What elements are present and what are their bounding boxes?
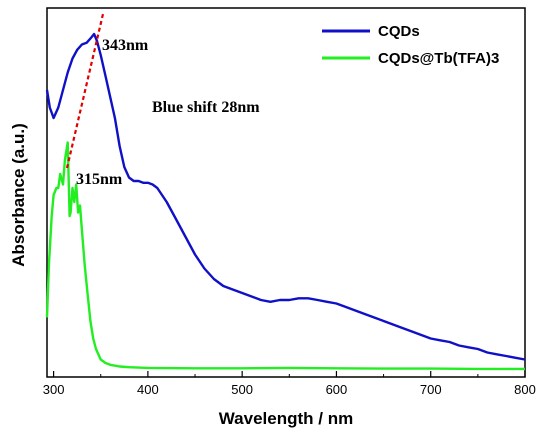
annotation-peak-343: 343nm [102, 37, 149, 54]
x-tick-label-600: 600 [326, 382, 348, 397]
legend-label-cqds-tb: CQDs@Tb(TFA)3 [378, 50, 499, 67]
legend: CQDs CQDs@Tb(TFA)3 [322, 23, 499, 67]
x-axis-label: Wavelength / nm [219, 409, 353, 428]
x-tick-label-500: 500 [231, 382, 253, 397]
peak-shift-dashed-line [65, 13, 105, 169]
annotation-layer: 343nm Blue shift 28nm 315nm [65, 13, 260, 188]
annotation-peak-315: 315nm [76, 171, 123, 188]
x-tick-label-700: 700 [420, 382, 442, 397]
plot-frame [46, 7, 526, 378]
x-tick-label-300: 300 [43, 382, 65, 397]
series-layer [45, 32, 526, 371]
x-axis: 300 400 500 600 700 800 [43, 371, 536, 397]
annotation-blue-shift: Blue shift 28nm [152, 99, 260, 116]
legend-label-cqds: CQDs [378, 23, 420, 40]
x-tick-label-800: 800 [514, 382, 536, 397]
x-tick-label-400: 400 [137, 382, 159, 397]
series-line-0 [45, 32, 526, 361]
plot-area: 343nm Blue shift 28nm 315nm 300 400 500 600… [43, 7, 536, 397]
y-axis-label: Absorbance (a.u.) [9, 123, 28, 267]
series-line-1 [45, 141, 525, 371]
